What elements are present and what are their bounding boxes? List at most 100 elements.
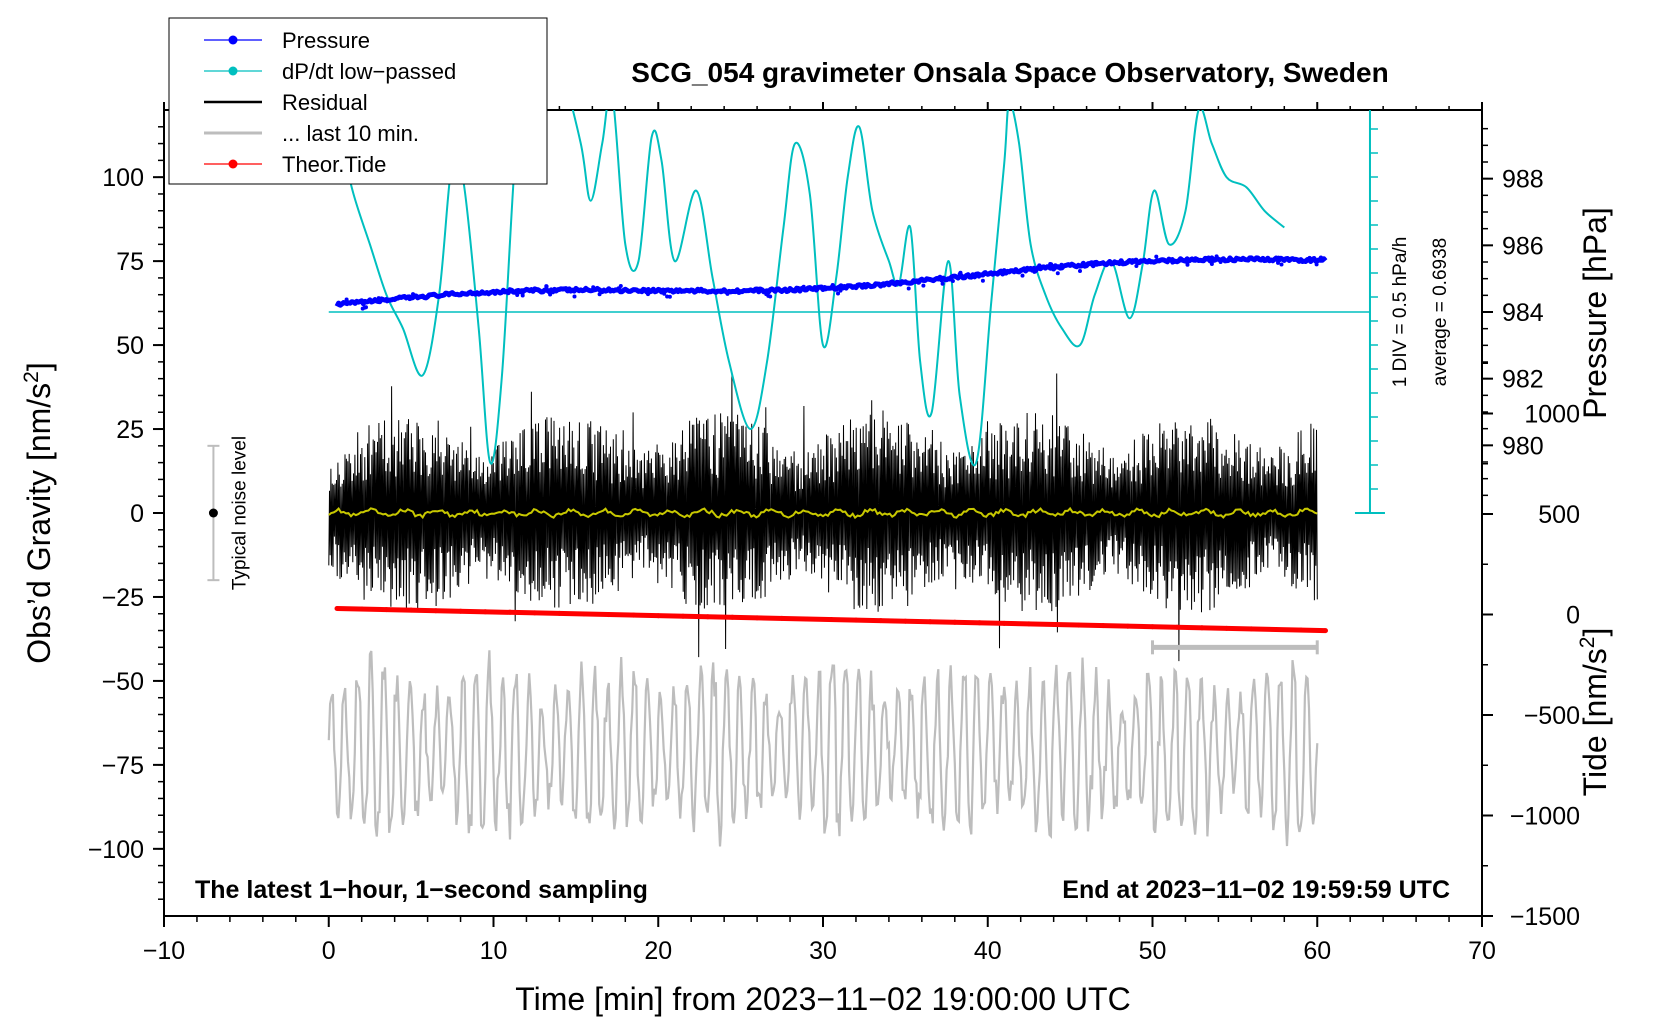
theor-tide-point (532, 610, 538, 616)
pressure-point (1218, 260, 1223, 264)
pressure-point (881, 281, 886, 286)
series-theor-tide (334, 605, 1328, 634)
pressure-point (667, 294, 672, 299)
x-tick-label: 70 (1468, 937, 1496, 965)
pressure-tick-label: 986 (1502, 232, 1544, 260)
x-tick-label: 10 (480, 937, 508, 965)
pressure-point (515, 293, 520, 297)
pressure-point (385, 299, 390, 304)
pressure-tick-label: 980 (1502, 432, 1544, 460)
theor-tide-point (1174, 624, 1180, 630)
series-pressure (334, 254, 1328, 311)
pressure-point (983, 270, 988, 275)
pressure-point (823, 287, 828, 292)
pressure-point (591, 285, 596, 290)
pressure-point (768, 294, 773, 299)
pressure-point (844, 284, 849, 289)
legend-marker (228, 159, 238, 169)
pressure-point (1020, 273, 1025, 278)
y-axis-pressure-title: Pressure [hPa] (1577, 207, 1613, 419)
pressure-point (1318, 255, 1323, 260)
tide-tick-label: −500 (1524, 702, 1580, 730)
pressure-point (980, 278, 985, 283)
y-axis-pressure: 988 986 984 982 980 (1482, 127, 1544, 497)
pressure-point (1185, 262, 1190, 267)
theor-tide-point (1199, 625, 1205, 631)
pressure-point (1183, 258, 1187, 263)
x-tick-label: 40 (974, 937, 1002, 965)
gravity-tick-label: 50 (116, 332, 144, 360)
theor-tide-point (902, 618, 908, 624)
series-residual-low-passed (328, 506, 1318, 520)
theor-tide-point (408, 607, 414, 613)
pressure-point (1314, 262, 1319, 267)
legend-marker (228, 35, 238, 45)
theor-tide-point (631, 612, 636, 618)
pressure-point (544, 284, 549, 289)
pressure-point (906, 286, 911, 291)
pressure-line (334, 255, 1328, 308)
tide-tick-label: 500 (1538, 501, 1580, 529)
pressure-point (836, 291, 840, 296)
gravity-tick-label: −100 (88, 836, 144, 864)
pressure-point (976, 274, 981, 279)
theor-tide-point (705, 614, 711, 620)
pressure-point (1055, 271, 1060, 276)
pressure-point (411, 292, 415, 297)
theor-tide-point (482, 609, 488, 615)
dpdt-line (336, 110, 1285, 467)
legend: Pressure dP/dt low−passed Residual ... last… (168, 17, 548, 185)
pressure-point (407, 297, 412, 302)
pressure-point (1051, 267, 1056, 272)
theor-tide-point (1248, 626, 1254, 632)
x-tick-label: 20 (644, 937, 672, 965)
theor-tide-point (1100, 623, 1106, 629)
annotation-end-time: End at 2023−11−02 19:59:59 UTC (1062, 876, 1450, 904)
pressure-point (940, 281, 945, 286)
residual-line (328, 373, 1318, 662)
theor-tide-point (1051, 622, 1057, 627)
theor-tide-point (729, 614, 735, 620)
pressure-point (1214, 254, 1219, 259)
legend-label: Pressure (282, 28, 370, 53)
tide-tick-label: 1000 (1524, 401, 1580, 429)
gravity-tick-label: 100 (102, 164, 144, 192)
series-last-10-min (327, 650, 1319, 847)
pressure-point (725, 291, 730, 296)
theor-tide-point (680, 613, 686, 619)
pressure-tick-label: 984 (1502, 299, 1544, 327)
theor-tide-point (556, 610, 562, 616)
theor-tide-point (1150, 624, 1155, 630)
pressure-point (1279, 262, 1284, 267)
residual-low-passed-line (328, 506, 1318, 520)
theor-tide-point (655, 613, 661, 619)
pressure-point (1059, 262, 1064, 267)
pressure-point (344, 297, 349, 302)
pressure-point (1193, 256, 1198, 261)
theor-tide-point (927, 619, 933, 625)
pressure-point (801, 284, 806, 289)
theor-tide-point (334, 606, 340, 611)
pressure-point (480, 291, 485, 296)
dpdt-scale-average-label: average = 0.6938 (1430, 238, 1451, 386)
pressure-point (774, 287, 779, 292)
theor-tide-point (1273, 627, 1279, 632)
theor-tide-point (828, 617, 834, 622)
pressure-point (921, 283, 926, 288)
pressure-point (1094, 262, 1099, 267)
pressure-point (598, 289, 603, 294)
noise-level-bar (207, 444, 220, 582)
theor-tide-point (1026, 621, 1032, 627)
pressure-point (757, 286, 761, 291)
legend-label: Residual (282, 90, 368, 115)
pressure-point (646, 292, 650, 297)
last-10-min-line (327, 650, 1319, 847)
theor-tide-point (433, 608, 439, 614)
pressure-point (548, 292, 553, 297)
theor-tide-point (1298, 627, 1304, 633)
pressure-point (987, 272, 992, 277)
y-axis-tide-title: Tide [nm/s2] (1576, 628, 1613, 797)
pressure-point (1252, 257, 1257, 262)
pressure-point (950, 279, 955, 283)
